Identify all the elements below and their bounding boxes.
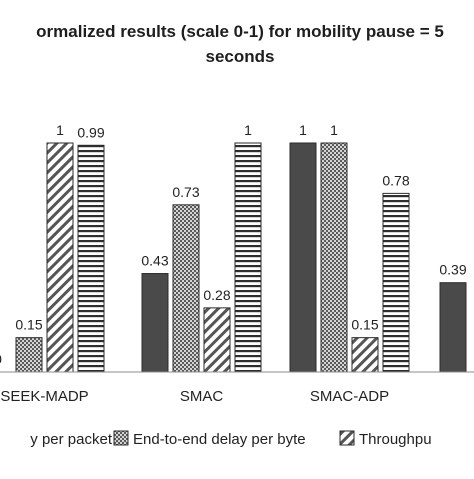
bar-solid-1 xyxy=(141,273,169,373)
category-label: SEEK-MADP xyxy=(0,388,88,405)
value-label: 1 xyxy=(330,122,338,138)
legend-label: End-to-end delay per byte xyxy=(133,431,306,448)
bar-solid-3 xyxy=(439,282,467,373)
value-labels-group: 0 0.15 1 0.99 0.43 0.73 0.28 1 1 1 0.15 0.78 0.39 xyxy=(0,122,467,367)
value-label: 0 xyxy=(0,351,2,367)
bars-group xyxy=(15,142,467,373)
category-label: SMAC xyxy=(180,388,224,405)
category-label: SMAC-ADP xyxy=(310,388,389,405)
chart-title: ormalized results (scale 0-1) for mobili… xyxy=(36,22,444,41)
bar-horizontal-2 xyxy=(382,192,410,373)
chart-title-line2: seconds xyxy=(206,47,275,66)
value-label: 0.73 xyxy=(172,184,199,200)
legend: y per packet End-to-end delay per byte Thr… xyxy=(30,430,432,448)
value-label: 1 xyxy=(56,122,64,138)
bar-horizontal-0 xyxy=(77,144,105,373)
bar-diagonal-2 xyxy=(351,337,379,373)
legend-label: Throughpu xyxy=(359,431,432,448)
legend-swatch-diagonal xyxy=(339,430,355,446)
legend-label: y per packet xyxy=(30,431,113,448)
bar-solid-2 xyxy=(289,142,317,373)
bar-dots-1 xyxy=(172,204,200,373)
bar-diagonal-0 xyxy=(46,142,74,373)
bar-diagonal-1 xyxy=(203,307,231,373)
bar-dots-0 xyxy=(15,337,43,373)
value-label: 0.15 xyxy=(351,317,378,333)
value-label: 0.43 xyxy=(141,253,168,269)
legend-swatch-dots xyxy=(113,430,129,446)
bar-horizontal-1 xyxy=(234,142,262,373)
value-label: 1 xyxy=(299,122,307,138)
value-label: 0.28 xyxy=(203,287,230,303)
value-label: 0.99 xyxy=(77,124,104,140)
value-label: 1 xyxy=(244,122,252,138)
value-label: 0.78 xyxy=(382,172,409,188)
value-label: 0.39 xyxy=(439,262,466,278)
value-label: 0.15 xyxy=(15,317,42,333)
bar-dots-2 xyxy=(320,142,348,373)
